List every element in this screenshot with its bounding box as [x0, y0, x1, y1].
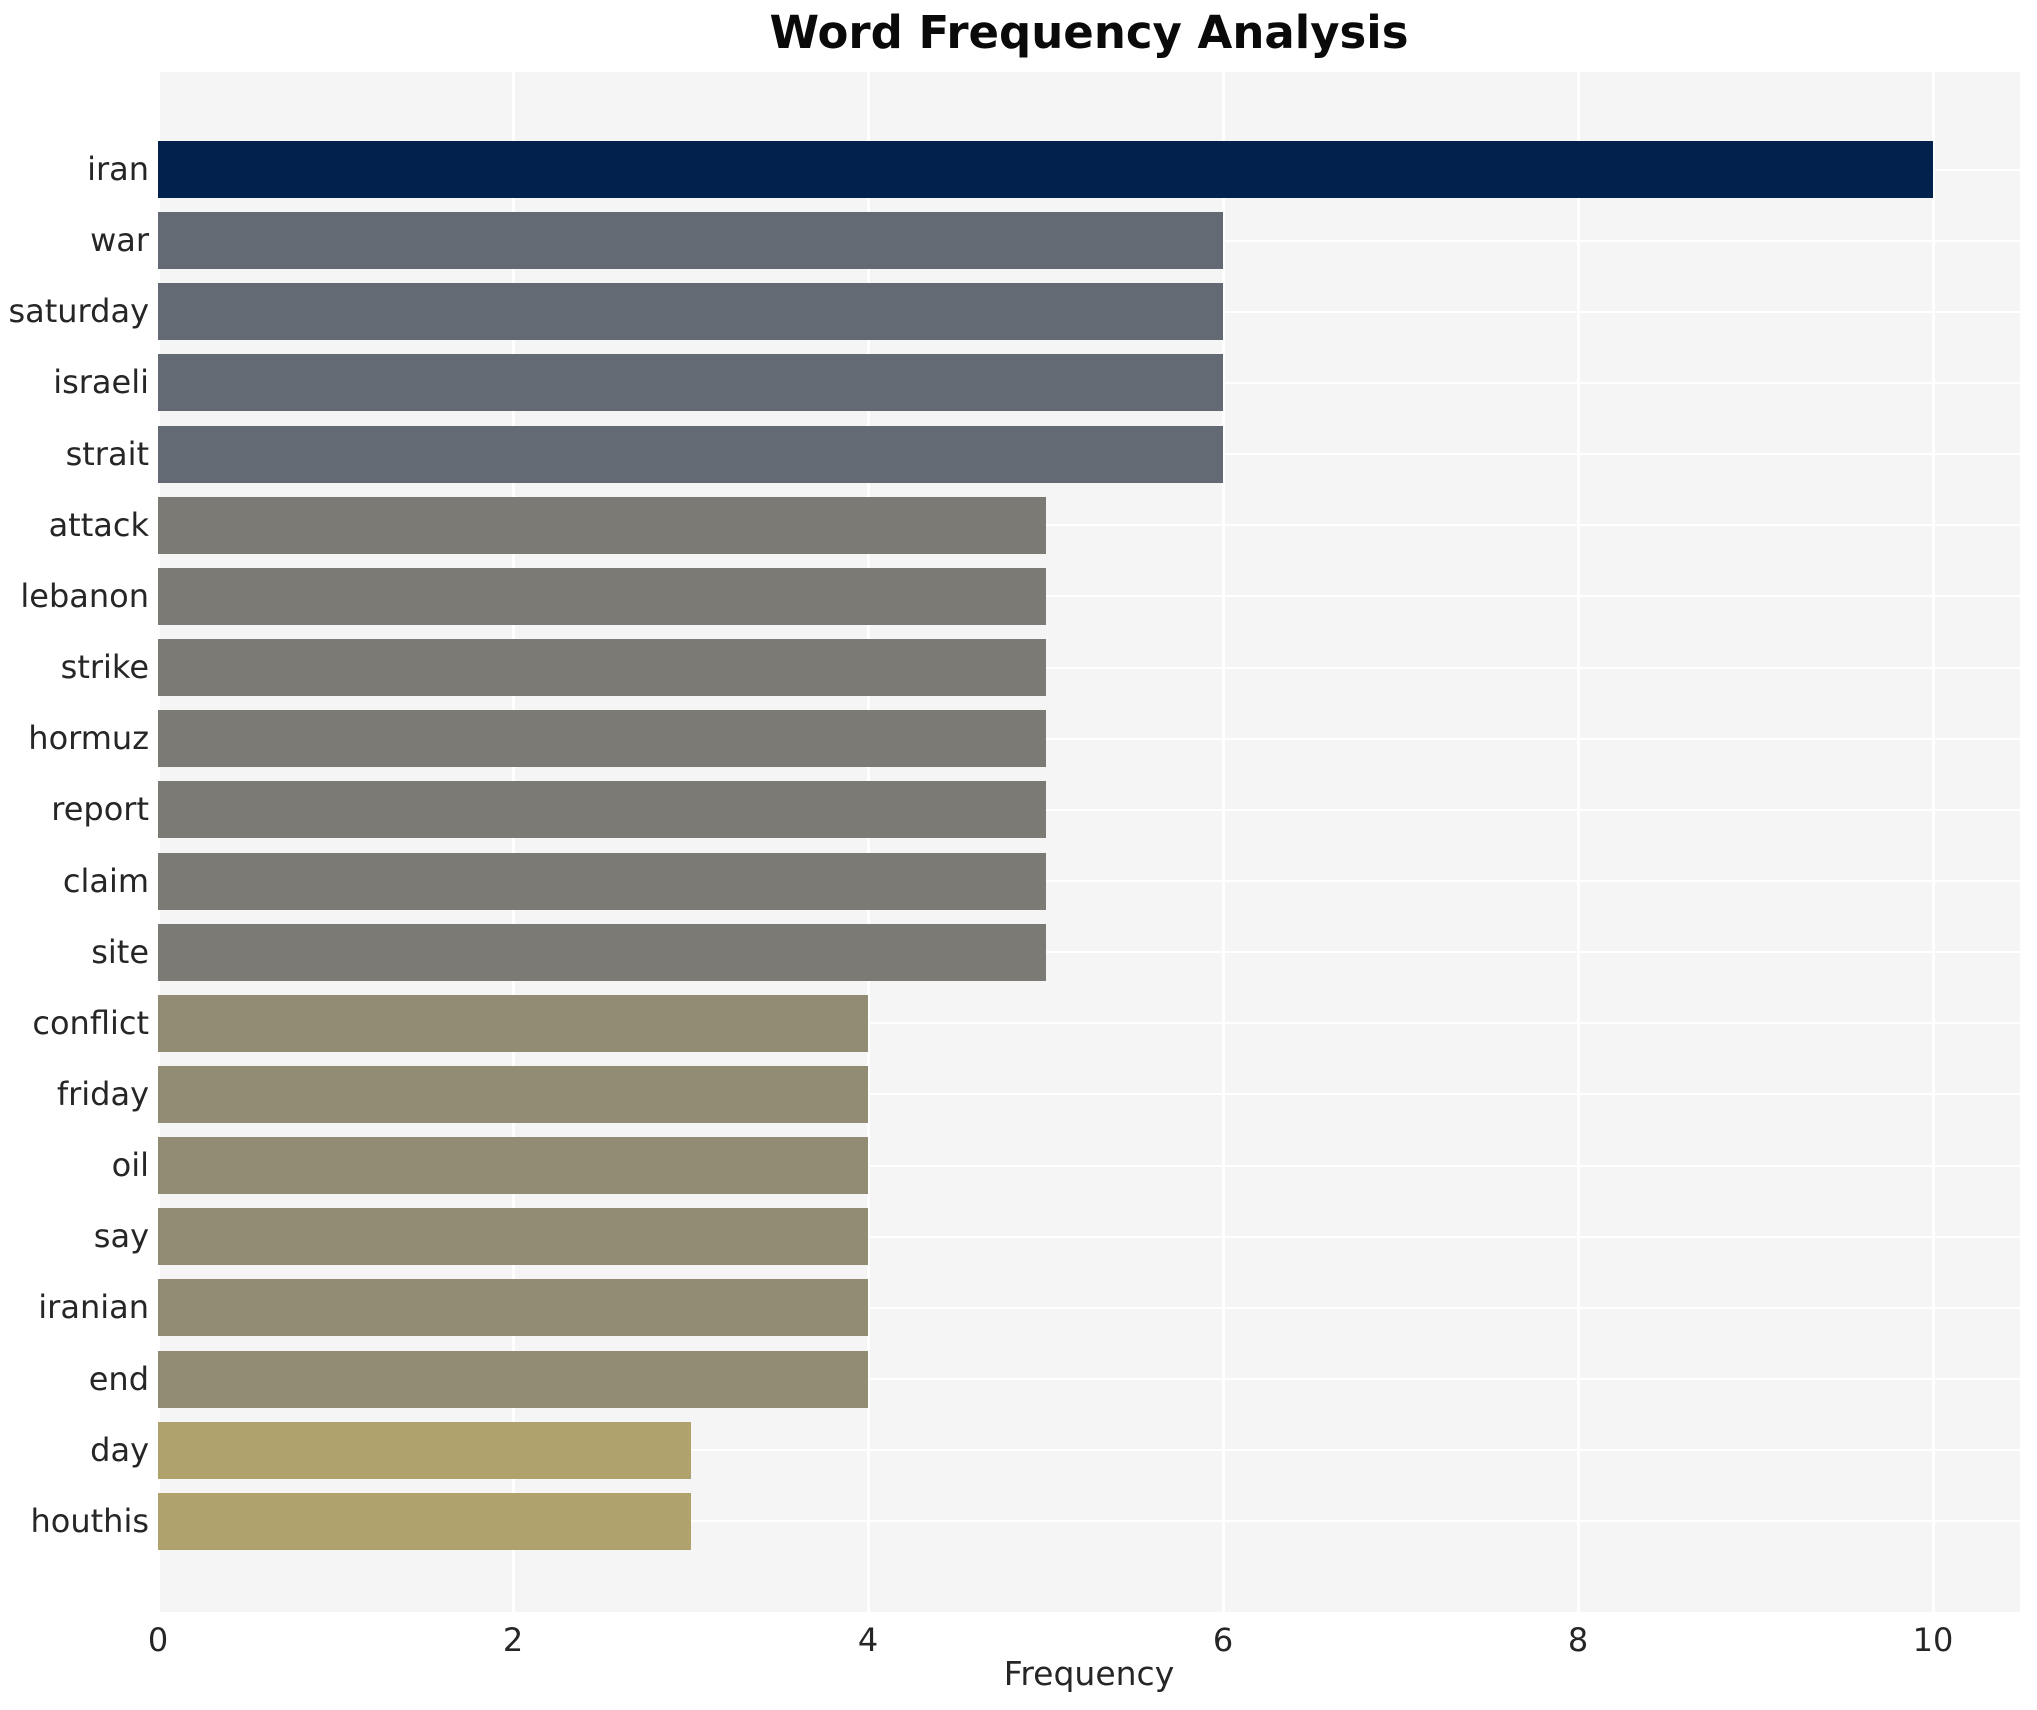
y-gridline — [158, 1449, 2020, 1452]
category-label-strike: strike — [60, 648, 149, 687]
bar-friday — [158, 1065, 868, 1123]
y-gridline — [158, 1022, 2020, 1025]
category-label-iran: iran — [87, 150, 149, 188]
x-tick-label-4: 4 — [857, 1621, 879, 1659]
category-label-iranian: iranian — [38, 1288, 149, 1327]
category-label-end: end — [88, 1359, 149, 1398]
bar-houthis — [158, 1492, 691, 1550]
x-tick-label-10: 10 — [1912, 1621, 1954, 1659]
category-label-attack: attack — [48, 505, 149, 544]
x-tick-label-6: 6 — [1212, 1621, 1234, 1659]
category-label-report: report — [51, 790, 149, 829]
y-gridline — [158, 880, 2020, 882]
bar-lebanon — [158, 567, 1046, 625]
bar-strait — [158, 425, 1223, 483]
y-gridline — [158, 1378, 2020, 1381]
bar-day — [158, 1421, 691, 1479]
y-gridline — [158, 524, 2020, 527]
bar-oil — [158, 1137, 868, 1195]
bar-say — [158, 1208, 868, 1266]
x-gridline — [156, 72, 160, 1612]
y-gridline — [158, 737, 2020, 740]
category-label-conflict: conflict — [32, 1003, 149, 1042]
bar-conflict — [158, 994, 868, 1052]
category-label-hormuz: hormuz — [28, 719, 149, 758]
x-tick-label-2: 2 — [502, 1621, 524, 1659]
y-gridline — [158, 595, 2020, 598]
x-gridline — [1576, 72, 1580, 1612]
x-axis-label: Frequency — [1003, 1654, 1175, 1693]
bar-war — [158, 212, 1223, 270]
category-label-oil: oil — [111, 1146, 149, 1185]
y-gridline — [158, 1306, 2020, 1309]
category-label-site: site — [91, 932, 149, 971]
category-label-houthis: houthis — [30, 1501, 149, 1540]
y-gridline — [158, 1164, 2020, 1167]
category-label-claim: claim — [62, 861, 149, 900]
x-gridline — [866, 72, 870, 1612]
category-label-day: day — [90, 1430, 149, 1469]
bar-hormuz — [158, 710, 1046, 768]
bar-iranian — [158, 1279, 868, 1337]
bar-iran — [158, 141, 1934, 198]
category-label-lebanon: lebanon — [20, 576, 149, 615]
bar-claim — [158, 852, 1046, 910]
x-gridline — [1221, 72, 1225, 1612]
x-gridline — [511, 72, 515, 1612]
x-tick-label-0: 0 — [147, 1621, 169, 1659]
bar-site — [158, 923, 1046, 981]
chart-title: Word Frequency Analysis — [769, 6, 1409, 59]
x-tick-label-8: 8 — [1567, 1621, 1589, 1659]
bar-strike — [158, 639, 1046, 697]
y-gridline — [158, 951, 2020, 954]
bar-saturday — [158, 283, 1223, 341]
bar-report — [158, 781, 1046, 839]
x-gridline — [1931, 72, 1935, 1612]
bar-attack — [158, 496, 1046, 554]
category-label-saturday: saturday — [8, 292, 149, 331]
y-gridline — [158, 1235, 2020, 1238]
category-label-friday: friday — [56, 1074, 149, 1113]
plot-area — [156, 72, 2020, 1612]
bar-end — [158, 1350, 868, 1408]
category-label-war: war — [90, 221, 149, 260]
y-gridline — [158, 666, 2020, 669]
category-label-israeli: israeli — [53, 363, 149, 402]
category-label-strait: strait — [65, 434, 149, 473]
category-label-say: say — [93, 1217, 149, 1256]
y-gridline — [158, 1093, 2020, 1096]
bar-israeli — [158, 354, 1223, 412]
y-gridline — [158, 1520, 2020, 1523]
y-gridline — [158, 808, 2020, 811]
